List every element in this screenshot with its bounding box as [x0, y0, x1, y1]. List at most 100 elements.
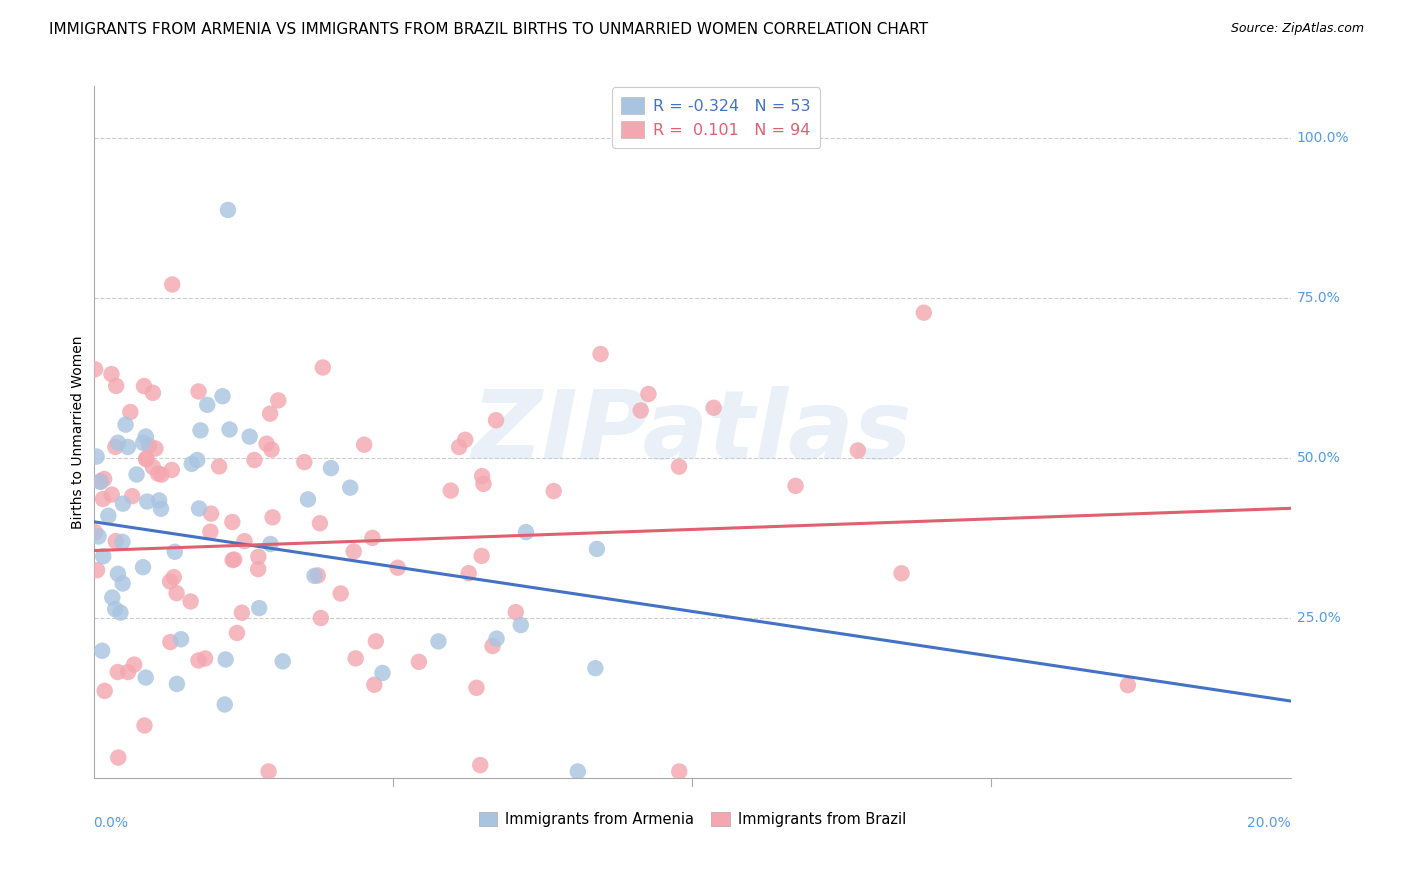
Point [97, 508, 120, 523]
Point [160, 277, 183, 292]
Text: ZIPatlas: ZIPatlas [472, 385, 912, 479]
Point [190, 423, 212, 437]
Point [427, 634, 450, 648]
Point [146, 467, 169, 481]
Point [217, 202, 239, 217]
Point [226, 626, 249, 640]
Point [567, 764, 589, 779]
Point [135, 452, 157, 467]
Point [259, 537, 281, 551]
Point [703, 401, 725, 415]
Point [150, 467, 173, 482]
Point [218, 423, 240, 437]
Point [90, 474, 112, 488]
Point [159, 574, 181, 589]
Point [86, 450, 108, 464]
Point [195, 398, 218, 412]
Point [166, 677, 188, 691]
Point [271, 654, 294, 668]
Point [107, 566, 129, 581]
Point [125, 467, 148, 482]
Point [471, 469, 494, 483]
Point [454, 433, 477, 447]
Point [668, 764, 690, 779]
Point [319, 461, 342, 475]
Point [138, 439, 160, 453]
Point [485, 413, 508, 427]
Point [163, 545, 186, 559]
Point [136, 494, 159, 508]
Point [231, 606, 253, 620]
Point [890, 566, 912, 581]
Point [120, 405, 142, 419]
Point [440, 483, 463, 498]
Point [132, 560, 155, 574]
Point [668, 459, 690, 474]
Point [187, 653, 209, 667]
Point [117, 665, 139, 679]
Point [105, 379, 128, 393]
Point [91, 491, 114, 506]
Point [221, 553, 243, 567]
Point [297, 492, 319, 507]
Point [343, 544, 366, 558]
Point [211, 389, 233, 403]
Point [304, 569, 326, 583]
Point [465, 681, 488, 695]
Text: 25.0%: 25.0% [1296, 611, 1340, 624]
Point [104, 534, 127, 549]
Point [912, 306, 935, 320]
Point [408, 655, 430, 669]
Point [256, 436, 278, 450]
Text: Source: ZipAtlas.com: Source: ZipAtlas.com [1230, 22, 1364, 36]
Point [200, 507, 222, 521]
Text: 20.0%: 20.0% [1247, 816, 1291, 830]
Point [101, 591, 124, 605]
Point [89, 475, 111, 489]
Point [329, 586, 352, 600]
Text: 75.0%: 75.0% [1296, 291, 1340, 305]
Point [260, 442, 283, 457]
Point [363, 678, 385, 692]
Point [135, 429, 157, 443]
Point [457, 566, 479, 581]
Point [107, 665, 129, 679]
Point [364, 634, 387, 648]
Point [132, 435, 155, 450]
Point [257, 764, 280, 779]
Point [361, 531, 384, 545]
Point [180, 594, 202, 608]
Point [470, 758, 492, 772]
Point [846, 443, 869, 458]
Point [148, 493, 170, 508]
Legend: Immigrants from Armenia, Immigrants from Brazil: Immigrants from Armenia, Immigrants from… [472, 806, 911, 833]
Text: 0.0%: 0.0% [94, 816, 128, 830]
Text: 50.0%: 50.0% [1296, 450, 1340, 465]
Point [543, 484, 565, 499]
Point [187, 384, 209, 399]
Point [239, 429, 262, 443]
Point [589, 347, 612, 361]
Point [247, 549, 270, 564]
Point [214, 698, 236, 712]
Point [194, 651, 217, 665]
Point [307, 568, 329, 582]
Point [87, 529, 110, 543]
Point [515, 525, 537, 540]
Point [91, 644, 114, 658]
Point [111, 497, 134, 511]
Point [221, 515, 243, 529]
Point [309, 516, 332, 531]
Point [1116, 678, 1139, 692]
Point [110, 606, 132, 620]
Point [135, 451, 157, 466]
Point [472, 477, 495, 491]
Point [84, 362, 107, 376]
Point [267, 393, 290, 408]
Point [134, 718, 156, 732]
Point [208, 459, 231, 474]
Point [371, 665, 394, 680]
Point [104, 602, 127, 616]
Point [224, 552, 246, 566]
Point [132, 379, 155, 393]
